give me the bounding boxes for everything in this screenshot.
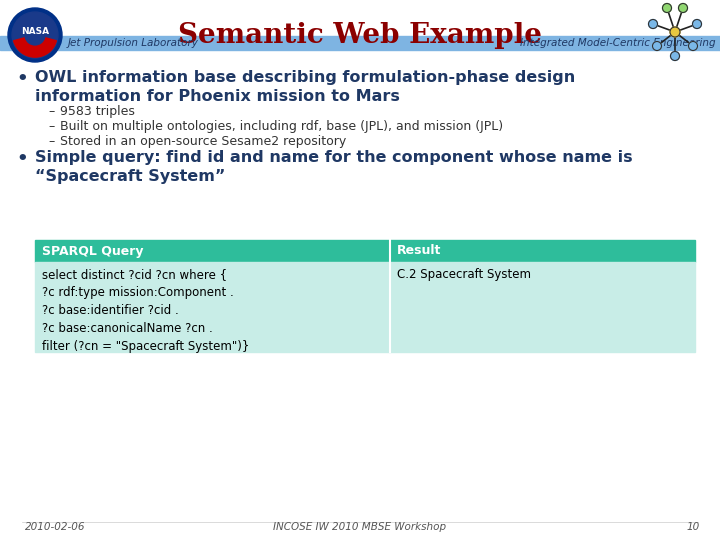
- Text: Built on multiple ontologies, including rdf, base (JPL), and mission (JPL): Built on multiple ontologies, including …: [60, 120, 503, 133]
- Text: Semantic Web Example: Semantic Web Example: [178, 22, 542, 49]
- Text: Simple query: find id and name for the component whose name is
“Spacecraft Syste: Simple query: find id and name for the c…: [35, 150, 633, 184]
- Text: select distinct ?cid ?cn where {
?c rdf:type mission:Component .
?c base:identif: select distinct ?cid ?cn where { ?c rdf:…: [42, 268, 249, 353]
- Text: 9583 triples: 9583 triples: [60, 105, 135, 118]
- Text: SPARQL Query: SPARQL Query: [42, 245, 143, 258]
- Circle shape: [8, 8, 62, 62]
- Text: NASA: NASA: [21, 28, 49, 37]
- Circle shape: [670, 51, 680, 60]
- Text: •: •: [16, 150, 28, 168]
- Text: Result: Result: [397, 245, 441, 258]
- Wedge shape: [14, 38, 56, 57]
- Bar: [35, 262, 695, 352]
- Text: C.2 Spacecraft System: C.2 Spacecraft System: [397, 268, 531, 281]
- Text: INCOSE IW 2010 MBSE Workshop: INCOSE IW 2010 MBSE Workshop: [274, 522, 446, 532]
- Circle shape: [678, 3, 688, 12]
- Circle shape: [649, 19, 657, 29]
- Circle shape: [693, 19, 701, 29]
- Circle shape: [670, 27, 680, 37]
- Bar: [0, 36, 720, 50]
- Circle shape: [688, 42, 698, 51]
- Text: –: –: [49, 105, 55, 118]
- Bar: [35, 240, 695, 262]
- Circle shape: [12, 12, 58, 58]
- Text: 10: 10: [687, 522, 700, 532]
- Text: –: –: [49, 135, 55, 148]
- Text: 2010-02-06: 2010-02-06: [25, 522, 86, 532]
- Circle shape: [662, 3, 672, 12]
- Text: Jet Propulsion Laboratory: Jet Propulsion Laboratory: [68, 38, 199, 48]
- Text: Integrated Model-Centric Engineering: Integrated Model-Centric Engineering: [521, 38, 716, 48]
- Text: OWL information base describing formulation-phase design
information for Phoenix: OWL information base describing formulat…: [35, 70, 575, 104]
- Text: •: •: [16, 70, 28, 88]
- Text: Stored in an open-source Sesame2 repository: Stored in an open-source Sesame2 reposit…: [60, 135, 346, 148]
- Circle shape: [652, 42, 662, 51]
- Text: –: –: [49, 120, 55, 133]
